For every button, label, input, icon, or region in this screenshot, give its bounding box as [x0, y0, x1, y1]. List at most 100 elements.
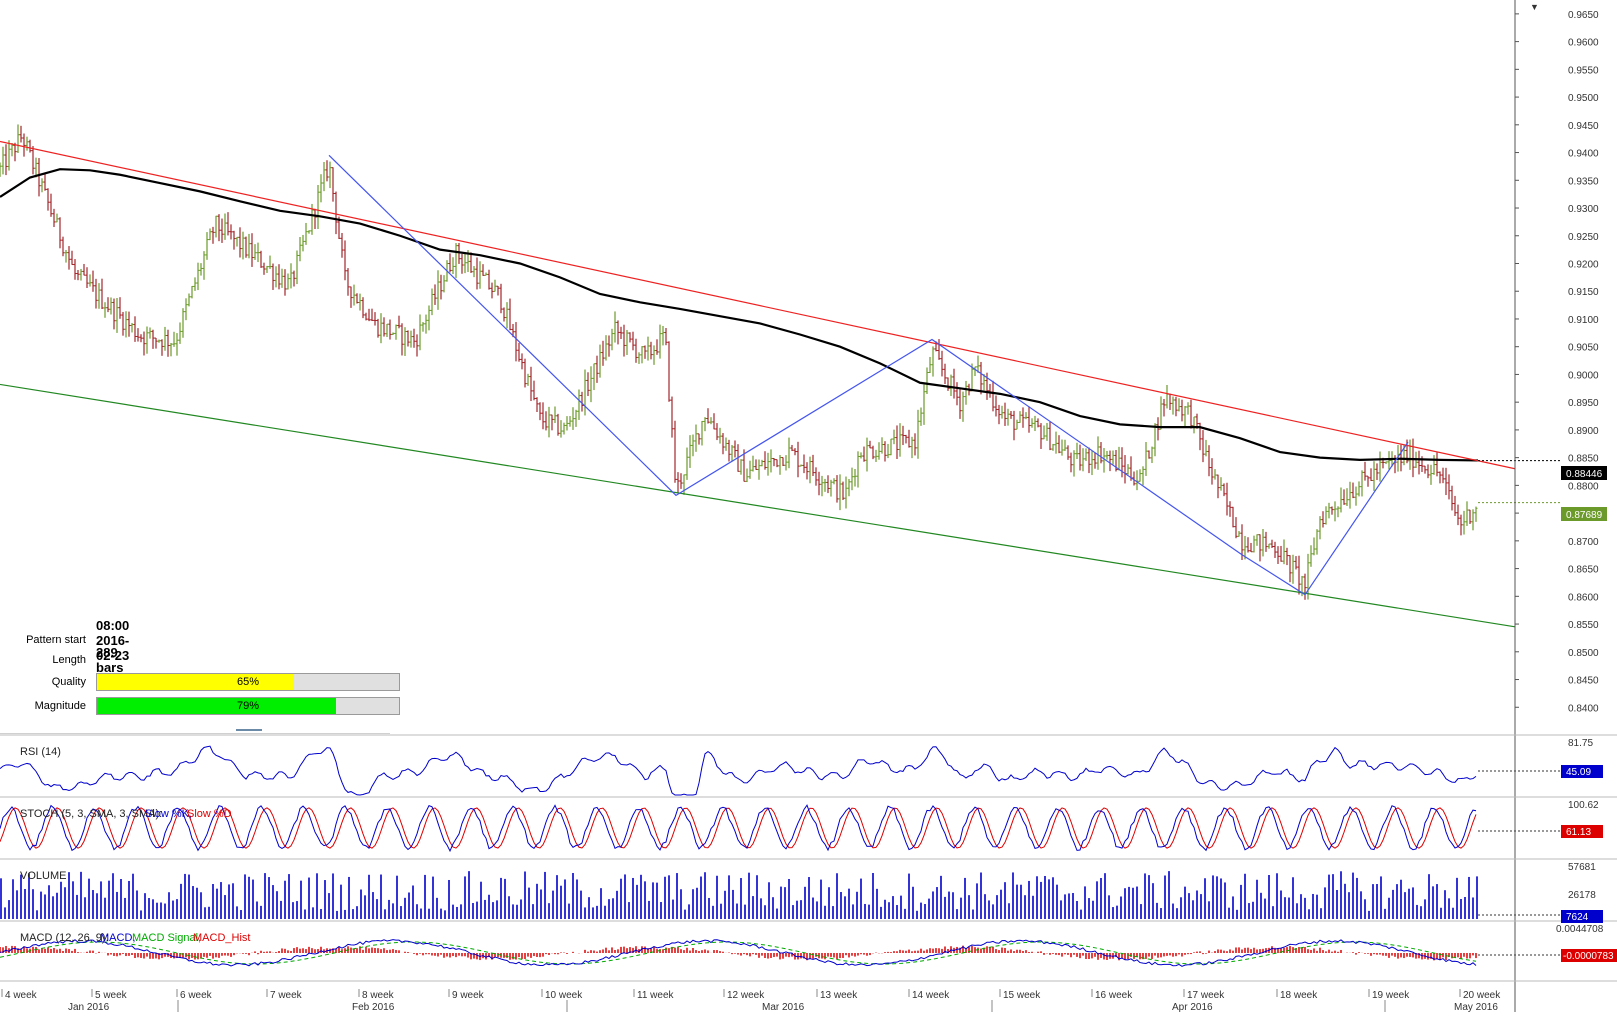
- week-label: 18 week: [1280, 990, 1318, 1001]
- week-label: 15 week: [1003, 990, 1041, 1001]
- length-label: Length: [52, 654, 86, 666]
- y-tick-label: 0.8850: [1568, 454, 1599, 465]
- stoch-top-level: 100.62: [1568, 800, 1599, 811]
- y-tick-label: 0.8900: [1568, 426, 1599, 437]
- month-label: Apr 2016: [1172, 1002, 1213, 1012]
- magnitude-label: Magnitude: [34, 700, 86, 712]
- stoch-d-label: Slow %D: [187, 808, 232, 820]
- stoch-value-box: [1561, 825, 1603, 838]
- week-label: 8 week: [362, 990, 395, 1001]
- y-tick-label: 0.8450: [1568, 676, 1599, 687]
- week-label: 14 week: [912, 990, 950, 1001]
- quality-value: 65%: [236, 676, 260, 688]
- week-label: 10 week: [545, 990, 583, 1001]
- y-tick-label: 0.9300: [1568, 204, 1599, 215]
- y-tick-label: 0.8500: [1568, 648, 1599, 659]
- week-label: 12 week: [727, 990, 765, 1001]
- week-label: 5 week: [95, 990, 128, 1001]
- stoch-k-label: Slow %K,: [145, 808, 192, 820]
- volume-mid-level: 26178: [1568, 890, 1596, 901]
- collapse-handle[interactable]: [236, 729, 262, 731]
- rsi-value: 45.09: [1566, 767, 1591, 778]
- week-label: 17 week: [1187, 990, 1225, 1001]
- last-price-box: [1561, 507, 1607, 521]
- stoch-value: 61.13: [1566, 827, 1591, 838]
- macd-macd-label: MACD,: [100, 932, 135, 944]
- magnitude-value: 79%: [236, 700, 260, 712]
- volume-label: VOLUME: [20, 870, 66, 882]
- week-label: 9 week: [452, 990, 485, 1001]
- rsi-line: [0, 745, 1477, 796]
- ma-value: 0.88446: [1566, 469, 1603, 480]
- volume-pane: [0, 871, 1560, 919]
- month-label: Feb 2016: [352, 1002, 395, 1012]
- macd-value-box: [1561, 949, 1617, 962]
- rsi-value-box: [1561, 765, 1603, 778]
- last-price-value: 0.87689: [1566, 510, 1603, 521]
- macd-pane: [0, 939, 1560, 967]
- pattern-start-label: Pattern start: [26, 634, 86, 646]
- month-label: Mar 2016: [762, 1002, 805, 1012]
- macd-label: MACD (12, 26, 9):: [20, 932, 109, 944]
- y-tick-label: 0.9000: [1568, 370, 1599, 381]
- rsi-label: RSI (14): [20, 746, 61, 758]
- pane-labels: RSI (14) STOCH (5, 3, SMA, 3, SMA): Slow…: [20, 466, 1617, 962]
- zigzag-line: [328, 154, 1409, 596]
- y-tick-label: 0.8700: [1568, 537, 1599, 548]
- y-tick-label: 0.9450: [1568, 121, 1599, 132]
- stoch-k-line: [0, 804, 1477, 853]
- quality-label: Quality: [51, 676, 86, 688]
- y-tick-label: 0.9150: [1568, 287, 1599, 298]
- rsi-top-level: 81.75: [1568, 738, 1593, 749]
- macd-hist-label: MACD_Hist: [193, 932, 250, 944]
- lower-trendline-line: [0, 383, 1516, 628]
- menu-arrow-icon[interactable]: ▼: [1530, 2, 1539, 12]
- y-tick-label: 0.8650: [1568, 565, 1599, 576]
- week-label: 4 week: [5, 990, 38, 1001]
- y-tick-label: 0.9200: [1568, 259, 1599, 270]
- quality-bar-fill: [97, 674, 294, 690]
- stoch-pane: [0, 804, 1560, 853]
- price-pane: [0, 124, 1560, 628]
- week-label: 13 week: [820, 990, 858, 1001]
- pattern-start-value: 08:00 2016-02-23: [96, 617, 130, 663]
- volume-value-box: [1561, 910, 1603, 923]
- y-tick-label: 0.9050: [1568, 343, 1599, 354]
- stoch-label: STOCH (5, 3, SMA, 3, SMA):: [20, 808, 162, 820]
- week-label: 6 week: [180, 990, 213, 1001]
- y-tick-label: 0.8550: [1568, 620, 1599, 631]
- upper-trendline-line: [0, 140, 1516, 470]
- macd-top-level: 0.0044708: [1556, 924, 1604, 935]
- y-tick-label: 0.9350: [1568, 176, 1599, 187]
- magnitude-bar-fill: [97, 698, 336, 714]
- magnitude-bar-track: 79%: [96, 697, 400, 715]
- y-tick-label: 0.8400: [1568, 703, 1599, 714]
- macd-signal-label: MACD Signal,: [132, 932, 201, 944]
- month-label: May 2016: [1454, 1002, 1498, 1012]
- stoch-d-line: [0, 807, 1477, 849]
- rsi-pane: [0, 745, 1560, 796]
- y-tick-label: 0.8950: [1568, 398, 1599, 409]
- macd-value: -0.0000783: [1563, 951, 1614, 962]
- y-tick-label: 0.9600: [1568, 38, 1599, 49]
- macd-line: [0, 939, 1477, 967]
- y-tick-label: 0.9550: [1568, 65, 1599, 76]
- y-tick-label: 0.9400: [1568, 149, 1599, 160]
- y-tick-label: 0.9650: [1568, 10, 1599, 21]
- moving-average-line: [0, 168, 1479, 462]
- length-value: 289 bars: [96, 645, 124, 675]
- volume-value: 7624: [1566, 912, 1589, 923]
- ma-value-box: [1561, 466, 1607, 480]
- y-tick-label: 0.8800: [1568, 481, 1599, 492]
- week-label: 11 week: [637, 990, 675, 1001]
- pattern-info-panel: Pattern start 08:00 2016-02-23 Length 28…: [0, 618, 400, 735]
- y-tick-label: 0.9100: [1568, 315, 1599, 326]
- y-tick-label: 0.9250: [1568, 232, 1599, 243]
- week-label: 16 week: [1095, 990, 1133, 1001]
- y-tick-label: 0.9500: [1568, 93, 1599, 104]
- panel-separator: [0, 733, 390, 734]
- week-label: 7 week: [270, 990, 303, 1001]
